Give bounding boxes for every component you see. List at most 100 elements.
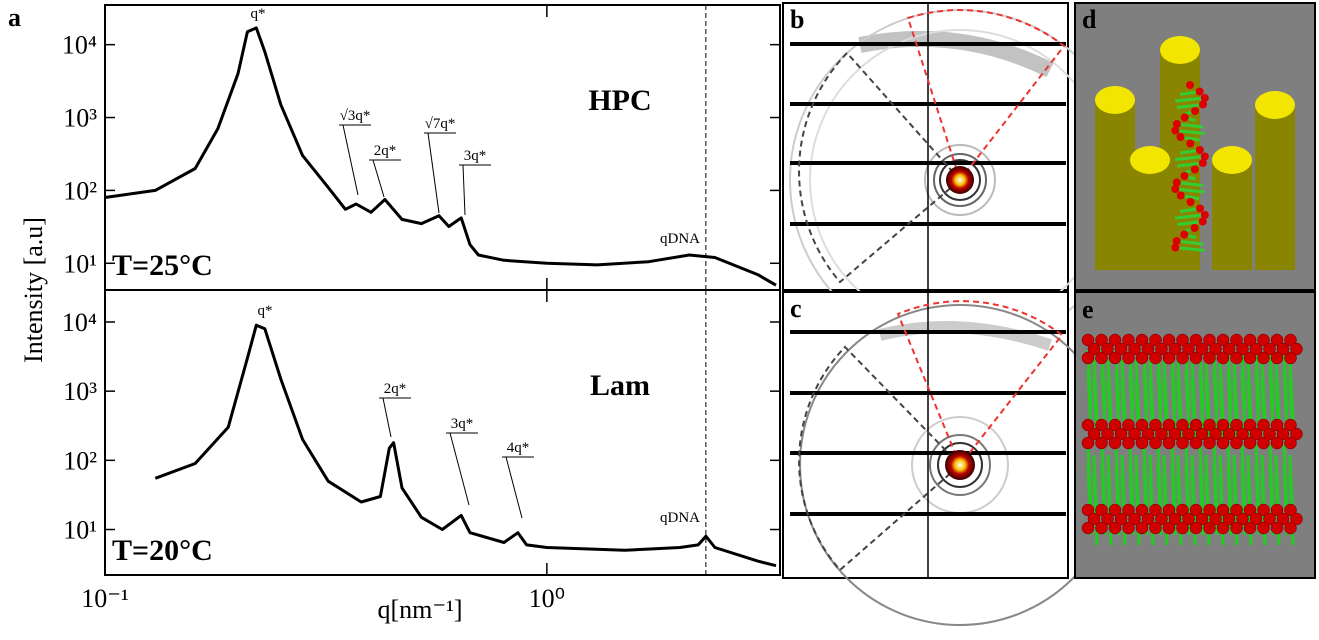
bead: [1216, 521, 1230, 535]
y-tick-label: 10²: [63, 176, 97, 205]
rod: [1240, 369, 1247, 431]
bead: [1114, 512, 1128, 526]
bead: [1135, 503, 1149, 517]
bead: [1108, 351, 1122, 365]
bead: [1249, 427, 1263, 441]
bead: [1108, 521, 1122, 535]
bead: [1243, 333, 1257, 347]
curve: [154, 323, 777, 568]
helix-bead: [1200, 211, 1209, 219]
helix-bead: [1195, 87, 1204, 96]
bead: [1222, 512, 1236, 526]
cylinder: [1255, 105, 1295, 270]
bead: [1162, 351, 1176, 365]
bead: [1230, 521, 1243, 535]
bead: [1149, 521, 1162, 535]
bead: [1182, 512, 1195, 526]
helix-bead: [1180, 113, 1189, 122]
bead: [1203, 418, 1216, 432]
bead: [1257, 436, 1270, 450]
black-wedge: [798, 51, 962, 284]
ring: [937, 442, 983, 488]
y-axis-label: Intensity [a.u]: [19, 217, 48, 363]
bead: [1270, 333, 1284, 347]
bead: [1243, 503, 1257, 517]
phase-label: HPC: [588, 84, 651, 117]
bead: [1162, 521, 1176, 535]
bead: [1176, 418, 1189, 432]
peak-label: √7q*: [425, 116, 456, 132]
cylinder-top: [1095, 86, 1135, 114]
bead: [1189, 351, 1203, 365]
bead: [1162, 333, 1176, 347]
bead: [1290, 342, 1303, 356]
leader: [382, 397, 392, 438]
bead: [1236, 342, 1249, 356]
x-tick-label: 10⁻¹: [81, 584, 129, 613]
bead: [1149, 418, 1162, 432]
bead: [1122, 436, 1135, 450]
rod: [1212, 369, 1219, 431]
bead: [1203, 351, 1216, 365]
peak-label: 3q*: [451, 416, 474, 432]
rod: [1170, 369, 1177, 431]
bead: [1284, 333, 1297, 347]
bead: [1155, 342, 1168, 356]
y-tick-label: 10¹: [63, 516, 97, 545]
y-tick-label: 10³: [63, 377, 97, 406]
panel-b: [782, 2, 1131, 351]
bead: [1284, 351, 1297, 365]
helix-bond: [1175, 96, 1205, 103]
bead: [1176, 436, 1189, 450]
bead: [1276, 512, 1290, 526]
bead: [1230, 503, 1243, 517]
bead: [1087, 342, 1101, 356]
bead: [1149, 333, 1162, 347]
bead: [1230, 436, 1243, 450]
rod: [1268, 369, 1275, 431]
peak-label: q*: [258, 303, 273, 319]
helix-bead: [1198, 100, 1207, 109]
bead: [1270, 503, 1284, 517]
helix-bond: [1175, 155, 1205, 161]
x-tick-label: 10⁰: [529, 584, 565, 613]
helix-bead: [1198, 217, 1207, 226]
bead: [1216, 418, 1230, 432]
helix-bead: [1190, 224, 1199, 232]
black-wedge: [798, 345, 962, 572]
helix-bond: [1176, 239, 1204, 246]
bead: [1081, 503, 1095, 517]
peak-label: 4q*: [507, 440, 530, 456]
helix-bead: [1190, 165, 1199, 174]
bead: [1095, 333, 1108, 347]
bead: [1195, 427, 1209, 441]
bead: [1155, 512, 1168, 526]
bead: [1101, 342, 1114, 356]
bead: [1162, 436, 1176, 450]
helix-bond: [1176, 103, 1204, 109]
bead: [1081, 351, 1095, 365]
bead: [1189, 418, 1203, 432]
bead: [1189, 503, 1203, 517]
bead: [1216, 351, 1230, 365]
helix-bond: [1176, 122, 1204, 129]
cylinder: [1095, 100, 1135, 270]
leader: [427, 132, 440, 214]
helix-bead: [1171, 185, 1180, 193]
bead: [1141, 342, 1155, 356]
rod: [1254, 369, 1261, 431]
helix-bond: [1177, 161, 1203, 168]
bead: [1209, 427, 1222, 441]
bead: [1195, 512, 1209, 526]
bead: [1257, 351, 1270, 365]
curve: [104, 26, 777, 287]
bead: [1257, 521, 1270, 535]
helix-bead: [1172, 178, 1181, 187]
bead: [1230, 418, 1243, 432]
bead: [1257, 333, 1270, 347]
leader: [342, 124, 359, 196]
bead: [1101, 427, 1114, 441]
bead: [1222, 342, 1236, 356]
bead: [1087, 427, 1101, 441]
